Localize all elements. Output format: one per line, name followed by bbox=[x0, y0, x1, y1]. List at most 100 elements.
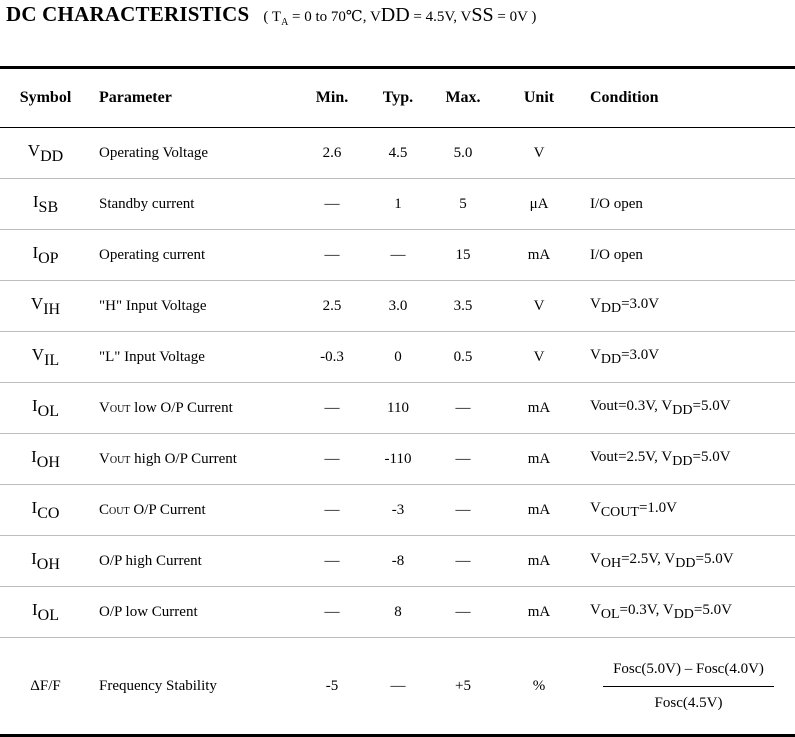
cell-min: — bbox=[298, 382, 366, 434]
cond-vdd-val: = 4.5V, bbox=[409, 9, 461, 25]
page-title: DC CHARACTERISTICS ( TA = 0 to 70℃, VDD … bbox=[6, 2, 536, 28]
cell-symbol: ICO bbox=[0, 484, 91, 536]
cell-unit: V bbox=[496, 280, 582, 332]
cell-unit: V bbox=[496, 331, 582, 383]
cell-symbol: VIL bbox=[0, 331, 91, 383]
cell-symbol: IOL bbox=[0, 586, 91, 638]
cond-vdd-var: V bbox=[369, 9, 381, 25]
cell-condition: Vout=2.5V, VDD=5.0V bbox=[582, 433, 795, 485]
cell-max: 15 bbox=[430, 229, 496, 281]
cell-unit: mA bbox=[496, 484, 582, 536]
cell-max: — bbox=[430, 433, 496, 485]
cell-symbol: ISB bbox=[0, 178, 91, 230]
cell-condition: VDD=3.0V bbox=[582, 280, 795, 332]
cell-typ: 110 bbox=[366, 382, 430, 434]
cell-typ: 1 bbox=[366, 178, 430, 230]
header-unit: Unit bbox=[496, 67, 582, 128]
cell-unit: mA bbox=[496, 586, 582, 638]
cell-min: — bbox=[298, 178, 366, 230]
table-row: IOH O/P high Current — -8 — mA VOH=2.5V,… bbox=[0, 535, 795, 587]
cell-min: — bbox=[298, 535, 366, 587]
cell-typ: -3 bbox=[366, 484, 430, 536]
cell-typ: 0 bbox=[366, 331, 430, 383]
cell-parameter: Standby current bbox=[91, 178, 298, 230]
cell-unit: mA bbox=[496, 229, 582, 281]
cond-t-sub: A bbox=[281, 17, 289, 28]
header-typ: Typ. bbox=[366, 67, 430, 128]
cell-condition: VOH=2.5V, VDD=5.0V bbox=[582, 535, 795, 587]
formula-numerator: Fosc(5.0V) – Fosc(4.0V) bbox=[603, 661, 774, 687]
cell-typ: -8 bbox=[366, 535, 430, 587]
cell-typ: -110 bbox=[366, 433, 430, 485]
cell-parameter: O/P high Current bbox=[91, 535, 298, 587]
cell-parameter: COUT O/P Current bbox=[91, 484, 298, 536]
cell-symbol: VIH bbox=[0, 280, 91, 332]
cell-condition bbox=[582, 128, 795, 179]
cond-open: ( bbox=[263, 9, 269, 25]
cell-symbol: IOH bbox=[0, 433, 91, 485]
cell-condition: Fosc(5.0V) – Fosc(4.0V) Fosc(4.5V) bbox=[582, 637, 795, 736]
dc-characteristics-table: Symbol Parameter Min. Typ. Max. Unit Con… bbox=[0, 66, 795, 737]
formula-denominator: Fosc(4.5V) bbox=[654, 694, 723, 711]
cell-typ: 8 bbox=[366, 586, 430, 638]
cell-min: — bbox=[298, 433, 366, 485]
cell-parameter: O/P low Current bbox=[91, 586, 298, 638]
cell-parameter: "H" Input Voltage bbox=[91, 280, 298, 332]
cell-typ: 4.5 bbox=[388, 144, 408, 161]
header-symbol: Symbol bbox=[0, 67, 91, 128]
table-row: ISB Standby current — 1 5 μA I/O open bbox=[0, 178, 795, 230]
cell-min: — bbox=[298, 229, 366, 281]
cell-unit: % bbox=[496, 637, 582, 736]
cond-vss-var: V bbox=[460, 9, 472, 25]
table-row: IOL VOUT low O/P Current — 110 — mA Vout… bbox=[0, 382, 795, 434]
cond-t-var: T bbox=[271, 9, 282, 25]
cell-unit: mA bbox=[496, 433, 582, 485]
cell-min: -5 bbox=[298, 637, 366, 736]
cell-unit: mA bbox=[496, 535, 582, 587]
cell-parameter: Operating current bbox=[91, 229, 298, 281]
cell-max: — bbox=[430, 484, 496, 536]
table-row: IOH VOUT high O/P Current — -110 — mA Vo… bbox=[0, 433, 795, 485]
cell-max: 0.5 bbox=[430, 331, 496, 383]
cell-condition: VCOUT=1.0V bbox=[582, 484, 795, 536]
cond-vss-val: = 0V ) bbox=[493, 9, 537, 25]
header-min: Min. bbox=[298, 67, 366, 128]
cell-symbol: VDD bbox=[27, 140, 64, 165]
cell-condition: I/O open bbox=[582, 229, 795, 281]
table-row: VIH "H" Input Voltage 2.5 3.0 3.5 V VDD=… bbox=[0, 280, 795, 332]
cell-max: 5.0 bbox=[453, 144, 473, 161]
cell-parameter: VOUT low O/P Current bbox=[91, 382, 298, 434]
header-parameter: Parameter bbox=[91, 67, 298, 128]
cond-vss-sub: SS bbox=[471, 4, 494, 26]
cell-max: 5 bbox=[430, 178, 496, 230]
cell-symbol: IOP bbox=[0, 229, 91, 281]
cell-condition: I/O open bbox=[582, 178, 795, 230]
cell-min: — bbox=[298, 484, 366, 536]
cell-min: -0.3 bbox=[298, 331, 366, 383]
table-row: ICO COUT O/P Current — -3 — mA VCOUT=1.0… bbox=[0, 484, 795, 536]
cell-max: — bbox=[430, 586, 496, 638]
frequency-formula: Fosc(5.0V) – Fosc(4.0V) Fosc(4.5V) bbox=[603, 661, 774, 712]
cell-symbol: ΔF/F bbox=[0, 637, 91, 736]
cell-min: 2.5 bbox=[298, 280, 366, 332]
cell-max: 3.5 bbox=[430, 280, 496, 332]
cell-typ: 3.0 bbox=[366, 280, 430, 332]
table-row: VIL "L" Input Voltage -0.3 0 0.5 V VDD=3… bbox=[0, 331, 795, 383]
cell-condition: Vout=0.3V, VDD=5.0V bbox=[582, 382, 795, 434]
cell-min: 2.6 bbox=[322, 144, 342, 161]
cell-typ: — bbox=[366, 637, 430, 736]
table-row: IOP Operating current — — 15 mA I/O open bbox=[0, 229, 795, 281]
table-row: IOL O/P low Current — 8 — mA VOL=0.3V, V… bbox=[0, 586, 795, 638]
cell-parameter: VOUT high O/P Current bbox=[91, 433, 298, 485]
cell-unit: mA bbox=[496, 382, 582, 434]
test-conditions: ( TA = 0 to 70℃, VDD = 4.5V, VSS = 0V ) bbox=[263, 4, 537, 28]
cell-max: — bbox=[430, 382, 496, 434]
cell-parameter: "L" Input Voltage bbox=[91, 331, 298, 383]
title-text: DC CHARACTERISTICS bbox=[6, 2, 250, 26]
cell-parameter: Operating Voltage bbox=[99, 144, 209, 161]
cell-condition: VDD=3.0V bbox=[582, 331, 795, 383]
cell-max: — bbox=[430, 535, 496, 587]
cell-typ: — bbox=[366, 229, 430, 281]
cell-min: — bbox=[298, 586, 366, 638]
cell-parameter: Frequency Stability bbox=[91, 637, 298, 736]
